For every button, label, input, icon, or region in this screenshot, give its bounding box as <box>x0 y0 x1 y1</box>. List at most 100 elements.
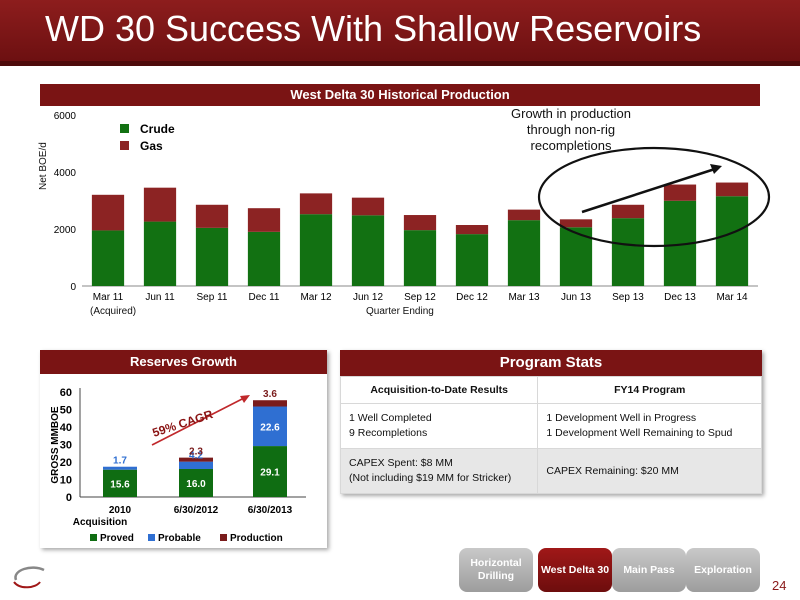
x-tick-label: Sep 13 <box>612 292 644 303</box>
reserves-y-axis-label: GROSS MMBOE <box>50 406 61 484</box>
stats-cell: CAPEX Remaining: $20 MM <box>537 448 762 494</box>
bar-crude-dec-12 <box>455 234 489 286</box>
bar-gas-mar-11 <box>91 194 125 231</box>
x-tick-label: Jun 13 <box>561 292 591 303</box>
reserves-y-tick-label: 50 <box>60 405 72 417</box>
x-axis-label: Quarter Ending <box>366 306 434 317</box>
y-tick-label: 2000 <box>54 225 77 236</box>
bar-gas-sep-11 <box>195 204 229 228</box>
legend-label-gas: Gas <box>140 139 163 153</box>
x-tick-label: Jun 11 <box>145 292 175 303</box>
nav-tab-exploration[interactable]: Exploration <box>686 548 760 592</box>
reserves-bar-proved-1 <box>103 469 137 497</box>
reserves-legend-swatch-proved <box>90 534 97 541</box>
bar-crude-jun-11 <box>143 221 177 286</box>
reserves-header: Reserves Growth <box>40 350 327 374</box>
page-title: WD 30 Success With Shallow Reservoirs <box>45 8 702 49</box>
bar-gas-dec-12 <box>455 225 489 235</box>
reserves-data-label: 2.3 <box>189 447 203 458</box>
bar-gas-jun-12 <box>351 197 385 216</box>
cagr-label: 59% CAGR <box>151 407 215 440</box>
reserves-x-tick-label: 6/30/2012 <box>174 505 219 516</box>
bar-gas-sep-12 <box>403 215 437 231</box>
title-bar-shadow <box>0 61 800 66</box>
program-stats-table: Acquisition-to-Date Results FY14 Program… <box>339 376 762 494</box>
reserves-y-tick-label: 40 <box>60 422 72 434</box>
reserves-data-label: 22.6 <box>260 422 280 433</box>
cagr-arrowhead <box>240 395 250 403</box>
bar-gas-dec-13 <box>663 184 697 201</box>
x-tick-label: Mar 11 <box>93 292 124 303</box>
x-tick-label: Dec 13 <box>664 292 696 303</box>
reserves-y-tick-label: 10 <box>60 475 72 487</box>
reserves-bar-production-3 <box>253 400 287 407</box>
reserves-y-tick-label: 60 <box>60 387 72 399</box>
cagr-arrow <box>151 396 247 446</box>
reserves-y-tick-label: 30 <box>60 440 72 452</box>
company-logo <box>13 566 45 589</box>
production-chart-header: West Delta 30 Historical Production <box>40 84 760 106</box>
growth-ellipse <box>537 146 771 248</box>
x-tick-label: Dec 11 <box>249 292 280 303</box>
chart-legend: Crude Gas <box>120 122 175 153</box>
x-tick-label: Jun 12 <box>353 292 383 303</box>
table-row: 1 Well Completed 9 Recompletions 1 Devel… <box>339 403 762 449</box>
stats-line: 1 Development Well in Progress <box>546 412 697 424</box>
program-stats-header: Program Stats <box>340 350 762 376</box>
acquired-note: (Acquired) <box>90 306 137 317</box>
x-tick-label: Mar 14 <box>716 292 748 303</box>
reserves-bar-probable-3 <box>253 406 287 447</box>
reserves-data-label: 15.6 <box>110 479 130 490</box>
x-tick-label: Mar 13 <box>508 292 540 303</box>
legend-swatch-gas <box>120 141 129 150</box>
bar-gas-mar-12 <box>299 193 333 215</box>
stats-line: 9 Recompletions <box>349 427 428 439</box>
title-bar: WD 30 Success With Shallow Reservoirs <box>0 0 800 66</box>
nav-tab-west-delta-30[interactable]: West Delta 30 <box>538 548 612 592</box>
nav-tab-main-pass[interactable]: Main Pass <box>612 548 686 592</box>
stats-col-header-fy14: FY14 Program <box>537 376 762 404</box>
bar-crude-dec-11 <box>247 231 281 286</box>
table-row: CAPEX Spent: $8 MM (Not including $19 MM… <box>339 448 762 494</box>
reserves-bar-probable-2 <box>179 461 213 469</box>
reserves-data-label: 4.2 <box>189 451 203 462</box>
bar-crude-mar-14 <box>715 196 749 286</box>
stats-cell: 1 Well Completed 9 Recompletions <box>339 403 539 449</box>
reserves-legend-swatch-production <box>220 534 227 541</box>
reserves-bar-production-2 <box>179 457 213 462</box>
reserves-data-label: 3.6 <box>263 389 277 400</box>
reserves-bar-proved-2 <box>179 469 213 497</box>
reserves-y-tick-label: 0 <box>66 492 72 504</box>
stats-line: (Not including $19 MM for Stricker) <box>349 472 512 484</box>
growth-arrow <box>581 166 719 214</box>
reserves-legend-label-proved: Proved <box>100 533 134 544</box>
page-number: 24 <box>772 578 787 593</box>
growth-callout: Growth in production through non-rig rec… <box>511 106 631 153</box>
y-tick-label: 4000 <box>54 168 77 179</box>
bar-gas-jun-11 <box>143 187 177 222</box>
reserves-legend-label-production: Production <box>230 533 283 544</box>
bar-crude-mar-12 <box>299 214 333 286</box>
bar-crude-mar-11 <box>91 230 125 286</box>
x-tick-label: Mar 12 <box>300 292 332 303</box>
stats-line: 1 Development Well Remaining to Spud <box>546 427 733 439</box>
stats-cell: 1 Development Well in Progress 1 Develop… <box>537 403 762 449</box>
bar-crude-jun-12 <box>351 215 385 286</box>
bar-gas-dec-11 <box>247 208 281 232</box>
y-tick-label: 6000 <box>54 111 77 122</box>
legend-label-crude: Crude <box>140 122 175 136</box>
x-tick-label: Sep 11 <box>197 292 228 303</box>
bar-crude-sep-13 <box>611 218 645 286</box>
reserves-data-label: 29.1 <box>260 468 280 479</box>
nav-tab-horizontal-drilling[interactable]: Horizontal Drilling <box>459 548 533 592</box>
reserves-x-tick-label: 2010 <box>109 505 132 516</box>
reserves-legend-swatch-probable <box>148 534 155 541</box>
bar-gas-jun-13 <box>559 219 593 228</box>
bar-crude-sep-11 <box>195 227 229 286</box>
stats-line: CAPEX Spent: $8 MM <box>349 457 453 469</box>
reserves-x-tick-label: 6/30/2013 <box>248 505 293 516</box>
bar-gas-sep-13 <box>611 204 645 219</box>
bar-gas-mar-14 <box>715 182 749 197</box>
reserves-bar-probable-1 <box>103 466 137 470</box>
program-stats-panel: Program Stats Acquisition-to-Date Result… <box>339 350 762 494</box>
